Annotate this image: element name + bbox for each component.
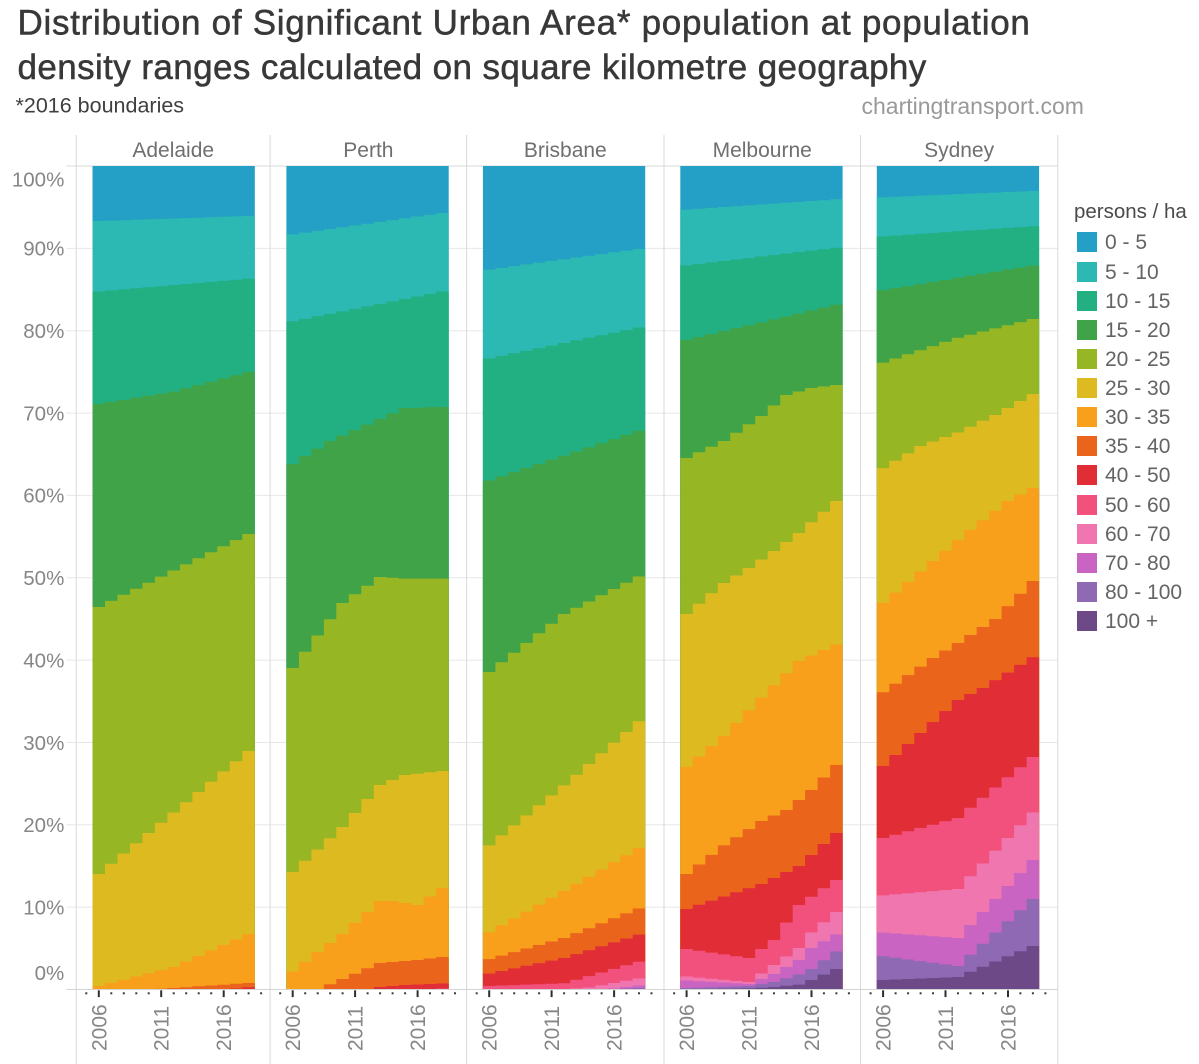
svg-text:80%: 80% bbox=[23, 320, 64, 343]
svg-text:70%: 70% bbox=[23, 402, 64, 425]
svg-text:Perth: Perth bbox=[343, 139, 393, 162]
svg-text:100%: 100% bbox=[12, 169, 64, 192]
svg-text:2006: 2006 bbox=[282, 1004, 305, 1051]
svg-text:Adelaide: Adelaide bbox=[132, 139, 214, 162]
svg-text:50%: 50% bbox=[23, 567, 64, 590]
svg-text:2006: 2006 bbox=[873, 1004, 896, 1051]
svg-text:density ranges calculated on s: density ranges calculated on square kilo… bbox=[18, 48, 927, 87]
svg-text:Melbourne: Melbourne bbox=[713, 139, 812, 162]
svg-text:2016: 2016 bbox=[801, 1004, 824, 1051]
svg-text:Sydney: Sydney bbox=[924, 139, 995, 162]
svg-text:20%: 20% bbox=[23, 814, 64, 837]
svg-text:0%: 0% bbox=[35, 962, 65, 985]
svg-text:2011: 2011 bbox=[151, 1006, 174, 1051]
svg-text:90%: 90% bbox=[23, 238, 64, 261]
svg-text:2016: 2016 bbox=[407, 1004, 430, 1051]
svg-text:Distribution of Significant Ur: Distribution of Significant Urban Area* … bbox=[18, 4, 1031, 43]
svg-text:2006: 2006 bbox=[88, 1004, 111, 1051]
svg-text:2016: 2016 bbox=[213, 1004, 236, 1051]
svg-text:2006: 2006 bbox=[479, 1004, 502, 1051]
svg-text:60%: 60% bbox=[23, 485, 64, 508]
svg-text:2016: 2016 bbox=[604, 1004, 627, 1051]
svg-text:chartingtransport.com: chartingtransport.com bbox=[862, 93, 1084, 119]
svg-text:10%: 10% bbox=[23, 896, 64, 919]
svg-text:30%: 30% bbox=[23, 732, 64, 755]
svg-text:2016: 2016 bbox=[998, 1004, 1021, 1051]
svg-text:2006: 2006 bbox=[676, 1004, 699, 1051]
svg-text:2011: 2011 bbox=[935, 1006, 958, 1051]
svg-text:2011: 2011 bbox=[541, 1006, 564, 1051]
svg-text:40%: 40% bbox=[23, 649, 64, 672]
svg-text:2011: 2011 bbox=[345, 1006, 368, 1051]
svg-text:*2016 boundaries: *2016 boundaries bbox=[16, 93, 185, 117]
svg-text:Brisbane: Brisbane bbox=[524, 139, 607, 162]
svg-text:2011: 2011 bbox=[739, 1006, 762, 1051]
